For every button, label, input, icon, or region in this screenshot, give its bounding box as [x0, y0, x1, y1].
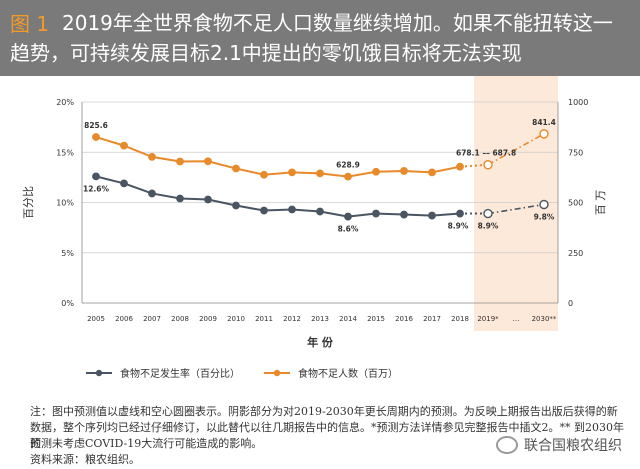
right-tick-label: 500: [568, 199, 583, 208]
title-banner: 图 1 2019年全世界食物不足人口数量继续增加。如果不能扭转这一趋势，可持续发…: [0, 0, 640, 76]
data-label: 678.1 –– 687.8: [456, 149, 516, 158]
series-point-0: [288, 205, 296, 214]
data-label: 8.9%: [478, 222, 499, 231]
series-point-0: [372, 209, 380, 218]
data-label: 12.6%: [83, 184, 110, 193]
data-label: 628.9: [336, 161, 360, 170]
series-point-1: [483, 160, 493, 170]
x-tick-label: 2007: [143, 315, 161, 323]
right-tick-label: 0: [568, 299, 573, 308]
x-tick-label: 2016: [395, 315, 413, 323]
footnote-line-1: 注：图中预测值以虚线和空心圆圈表示。阴影部分为对2019-2030年更长周期内的…: [30, 405, 618, 418]
series-point-0: [456, 209, 464, 218]
series-point-1: [316, 169, 324, 178]
series-point-0: [92, 172, 100, 181]
right-tick-label: 750: [568, 148, 583, 157]
x-tick-label: 2017: [423, 315, 441, 323]
series-point-1: [372, 167, 380, 176]
series-point-0: [316, 207, 324, 216]
x-tick-label: 2014: [339, 315, 357, 323]
data-label: 8.9%: [448, 222, 469, 231]
left-tick-label: 10%: [56, 199, 74, 208]
left-tick-label: 0%: [61, 299, 74, 308]
series-point-0: [400, 210, 408, 219]
data-label: 8.6%: [338, 225, 359, 234]
series-line-0: [95, 175, 461, 218]
series-point-1: [120, 141, 128, 150]
right-tick-label: 1000: [568, 98, 588, 107]
y-axis-title-right: 百 万: [594, 190, 607, 216]
x-tick-label: 2006: [115, 315, 133, 323]
series-point-1: [428, 168, 436, 177]
legend-label: 食物不足人数（百万）: [298, 367, 398, 380]
watermark-text: 联合国粮农组织: [524, 438, 622, 454]
series-point-0: [148, 189, 156, 198]
x-tick-label: 2015: [367, 315, 385, 323]
x-tick-label: …: [513, 315, 520, 323]
left-tick-label: 15%: [56, 148, 74, 157]
chart: 0% 5% 10% 15% 20% 0 250 500 750 1000 2005 2006 2007 2…: [22, 76, 607, 380]
wechat-icon: [496, 436, 518, 454]
data-label: 841.4: [532, 118, 556, 127]
series-point-0: [344, 212, 352, 221]
series-point-1: [148, 152, 156, 161]
chart-title: 2019年全世界食物不足人口数量继续增加。如果不能扭转这一趋势，可持续发展目标2…: [10, 11, 613, 65]
x-tick-label: 2030**: [532, 315, 557, 323]
legend-label: 食物不足发生率（百分比）: [120, 367, 240, 380]
series-point-0: [483, 208, 493, 219]
x-tick-label: 2019*: [477, 315, 499, 323]
series-point-1: [539, 129, 549, 139]
source-note: 资料来源：粮农组织。: [30, 453, 140, 466]
series-point-1: [232, 164, 240, 173]
series-point-0: [176, 194, 184, 203]
series-point-0: [120, 179, 128, 188]
series-point-0: [539, 199, 549, 210]
data-label: 9.8%: [534, 213, 555, 222]
left-tick-label: 20%: [56, 98, 74, 107]
series-point-1: [400, 167, 408, 175]
series-point-1: [344, 172, 352, 181]
series-projection-segment-1: [487, 133, 545, 166]
data-label: 825.6: [84, 121, 108, 130]
series-point-0: [204, 195, 212, 204]
legend-swatch-marker: [273, 369, 281, 377]
x-axis-title: 年 份: [307, 335, 334, 349]
figure-label: 图 1: [10, 12, 50, 36]
series-point-0: [260, 206, 268, 215]
left-tick-label: 5%: [61, 249, 74, 258]
footnote-line-3: 预测未考虑COVID-19大流行可能造成的影响。: [30, 437, 263, 450]
x-tick-label: 2008: [171, 315, 189, 323]
series-point-1: [456, 162, 464, 171]
watermark: 联合国粮农组织: [496, 435, 622, 455]
series-line-1: [95, 136, 461, 178]
series-point-1: [260, 170, 268, 179]
right-tick-label: 250: [568, 249, 583, 258]
series-point-1: [176, 157, 184, 166]
series-point-1: [92, 133, 100, 141]
series-point-1: [204, 157, 212, 166]
series-point-0: [232, 201, 240, 210]
x-tick-label: 2005: [87, 315, 105, 323]
footnote-line-2: 数据，整个序列均已经过仔细修订，以此替代以往几期报告中的信息。*预测方法详情参见…: [30, 421, 624, 450]
x-tick-label: 2010: [227, 315, 245, 323]
x-tick-label: 2011: [255, 315, 273, 323]
x-tick-label: 2009: [199, 315, 217, 323]
legend-swatch-marker: [95, 369, 103, 377]
y-axis-title-left: 百分比: [22, 186, 35, 219]
x-tick-label: 2018: [451, 315, 469, 323]
series-point-1: [288, 168, 296, 177]
x-tick-label: 2013: [311, 315, 329, 323]
x-tick-label: 2012: [283, 315, 301, 323]
series-point-0: [428, 211, 436, 220]
series-projection-segment-0: [487, 203, 545, 215]
